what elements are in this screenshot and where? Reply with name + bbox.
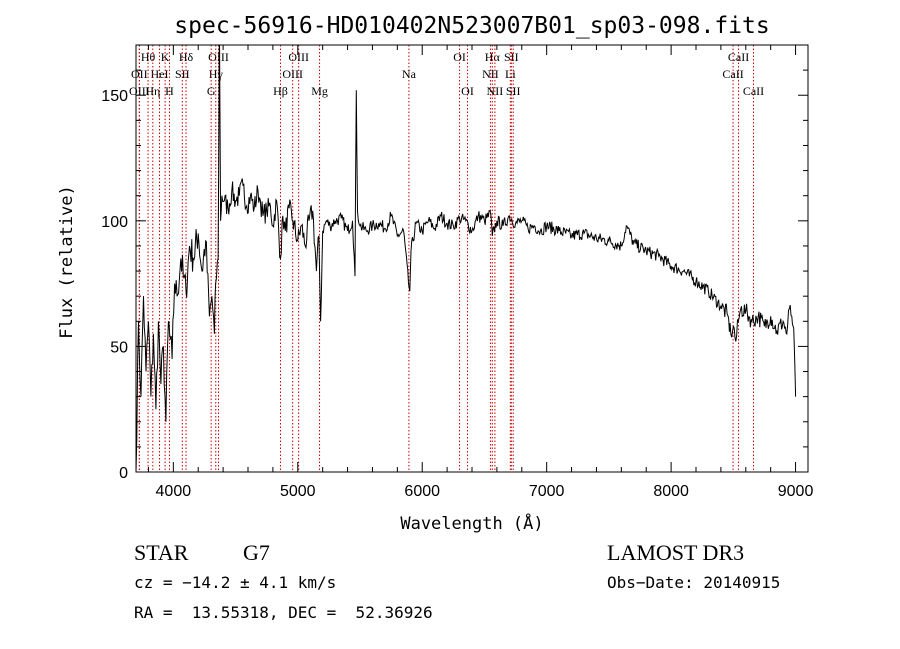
marker-label: G [207,84,216,98]
plot-frame [135,44,809,473]
marker-label: OIII [208,50,229,64]
observation-date: Obs−Date: 20140915 [607,573,781,592]
marker-label: K [161,50,170,64]
marker-label: NII [487,84,504,98]
chart-title: spec-56916-HD010402N523007B01_sp03-098.f… [174,13,769,39]
marker-label: NII [482,67,499,81]
object-subclass: G7 [243,540,270,565]
survey-name: LAMOST DR3 [607,540,745,565]
marker-label: OIII [282,67,303,81]
marker-label: OI [453,50,466,64]
y-tick-label: 100 [101,214,128,231]
x-tick-label: 9000 [778,483,814,500]
marker-label: H [165,84,174,98]
y-tick-label: 0 [119,465,128,482]
x-tick-label: 7000 [529,483,565,500]
redshift-cz: cz = −14.2 ± 4.1 km/s [134,573,337,592]
marker-label: OIII [129,84,150,98]
marker-label: CaII [728,50,749,64]
marker-label: Hα [485,50,501,64]
x-tick-label: 5000 [280,483,316,500]
spectrum-line [136,45,797,472]
marker-label: CaII [743,84,764,98]
y-tick-label: 150 [101,88,128,105]
x-tick-label: 4000 [156,483,192,500]
marker-label: SII [175,67,190,81]
marker-label: Hη [145,84,160,98]
x-tick-label: 6000 [404,483,440,500]
axes: 4000 5000 6000 7000 8000 9000 0 50 100 150 [101,44,814,500]
x-axis-label: Wavelength (Å) [400,512,543,534]
marker-label: Na [402,67,417,81]
plot-area [136,45,797,472]
marker-label: Mg [311,84,328,98]
marker-label: SII [504,50,519,64]
marker-label: SII [506,84,521,98]
marker-label: CaII [722,67,743,81]
x-tick-label: 8000 [653,483,689,500]
marker-label: HeI [151,67,169,81]
marker-label: Hθ [141,50,156,64]
marker-label: Hβ [273,84,288,98]
marker-label: OI [461,84,474,98]
marker-label: Hδ [179,50,194,64]
marker-label: Li [505,67,516,81]
y-axis-label: Flux (relative) [57,185,77,339]
object-class: STAR [134,540,189,565]
y-tick-label: 50 [110,339,128,356]
coordinates: RA = 13.55318, DEC = 52.36926 [134,603,433,622]
marker-label: OIII [288,50,309,64]
